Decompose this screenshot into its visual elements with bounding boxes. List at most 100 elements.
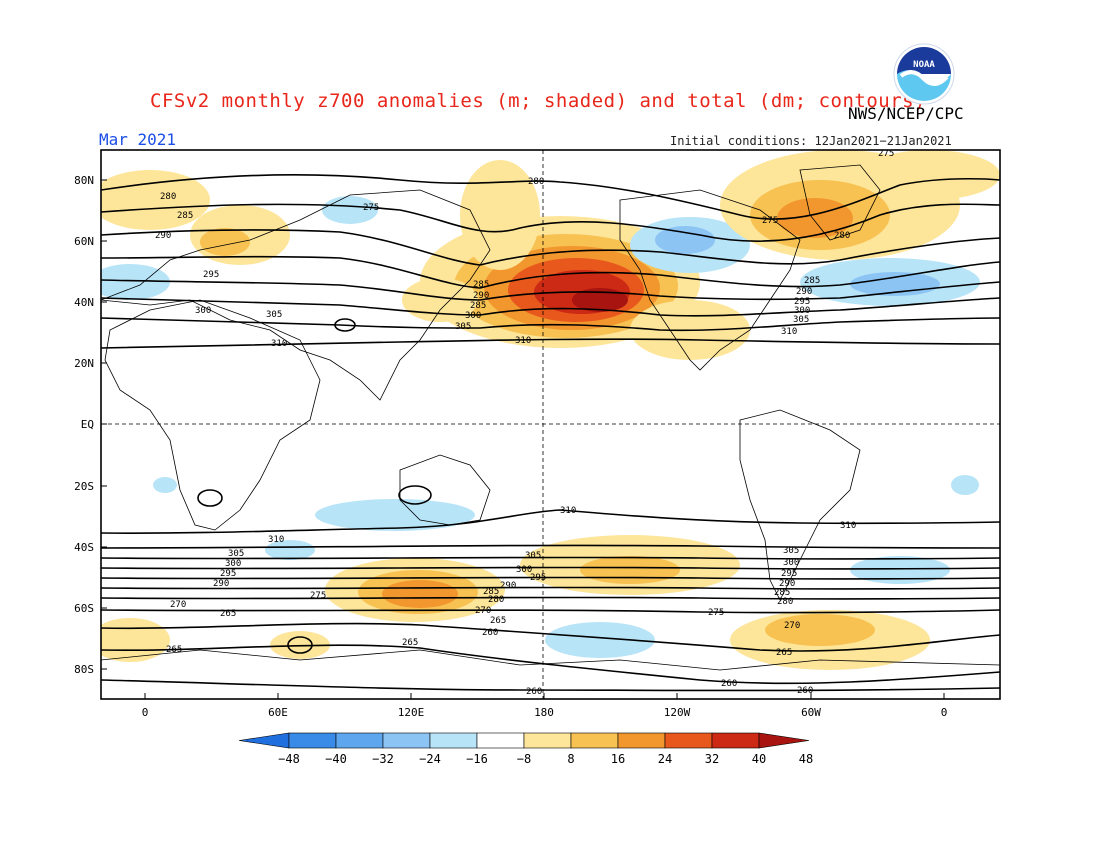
- contour-label-sh: 280: [488, 595, 504, 605]
- agency-label: NWS/NCEP/CPC: [848, 104, 964, 123]
- contour-label-nh: 305: [455, 322, 471, 332]
- color-bar-label: 48: [799, 752, 813, 766]
- contour-label-nh: 295: [794, 297, 810, 307]
- eurasia-coast: [101, 189, 491, 401]
- color-bar-swatch: [382, 732, 431, 749]
- color-bar-swatch: [617, 732, 666, 749]
- contour-label-nh: 305: [793, 315, 809, 325]
- contour-label-sh: 285: [483, 587, 499, 597]
- color-bar-swatch: [523, 732, 572, 749]
- contour-label-sh: 260: [721, 679, 737, 689]
- contour-label-sh: 290: [779, 579, 795, 589]
- contour-label-sh: 300: [225, 559, 241, 569]
- contour-label-sh: 310: [268, 535, 284, 545]
- contour-label-sh: 305: [783, 546, 799, 556]
- color-bar-swatch: [758, 732, 810, 749]
- australia-coast: [399, 454, 491, 526]
- contour-label-nh: 285: [804, 276, 820, 286]
- coastlines: [101, 164, 1000, 671]
- contour-label-sh: 265: [490, 616, 506, 626]
- contour-label-nh: 290: [473, 291, 489, 301]
- color-bar-label: −48: [278, 752, 300, 766]
- north-america-coast: [619, 189, 801, 371]
- contour-label-nh: 305: [266, 310, 282, 320]
- color-bar-label: 40: [752, 752, 766, 766]
- contour-label-sh: 295: [220, 569, 236, 579]
- lat-tick-label: 20S: [74, 480, 94, 493]
- noaa-logo: NOAA: [893, 43, 955, 105]
- contour-label-nh: 310: [515, 336, 531, 346]
- contour-label-nh: 280: [528, 177, 544, 187]
- contour-label-sh: 295: [781, 569, 797, 579]
- antarctica-coast: [101, 649, 1000, 671]
- color-bar-swatch: [570, 732, 619, 749]
- color-bar-label: −40: [325, 752, 347, 766]
- lon-tick-label: 120E: [398, 706, 425, 719]
- contour-label-sh: 265: [776, 648, 792, 658]
- lat-tick-label: 60S: [74, 602, 94, 615]
- color-bar-label: −24: [419, 752, 441, 766]
- contour-label-nh: 300: [195, 306, 211, 316]
- contour-label-sh: 285: [774, 588, 790, 598]
- lon-tick-label: 60E: [268, 706, 288, 719]
- figure-title: CFSv2 monthly z700 anomalies (m; shaded)…: [150, 90, 927, 112]
- africa-coast: [104, 299, 321, 531]
- contour-label-nh: 300: [794, 306, 810, 316]
- contour-label-sh: 260: [797, 686, 813, 696]
- lat-tick-label: 20N: [74, 357, 94, 370]
- color-bar-swatch: [711, 732, 760, 749]
- contour-label-nh: 285: [470, 301, 486, 311]
- color-bar: −48 −40 −32 −24 −16 −8 8 16 24 32 40 48: [238, 732, 813, 766]
- color-bar-swatch: [288, 732, 337, 749]
- height-contours: [101, 174, 1000, 692]
- contour-label-sh: 275: [708, 608, 724, 618]
- color-bar-label: 24: [658, 752, 672, 766]
- contour-label-nh: 290: [796, 287, 812, 297]
- contour-label-nh: 310: [781, 327, 797, 337]
- lat-tick-label: 80S: [74, 663, 94, 676]
- south-america-coast: [739, 409, 861, 601]
- contour-label-sh: 295: [530, 573, 546, 583]
- contour-label-nh: 280: [834, 231, 850, 241]
- contour-label-nh: 275: [363, 203, 379, 213]
- contour-label-sh: 300: [516, 565, 532, 575]
- lat-tick-label: EQ: [81, 418, 94, 431]
- contour-label-sh: 275: [310, 591, 326, 601]
- map-area: 280 285 290 295 300 305 310 275 280 285 …: [101, 150, 1000, 699]
- contour-label-sh: 300: [783, 558, 799, 568]
- contour-label-sh: 260: [526, 687, 542, 697]
- contour-label-sh: 280: [777, 597, 793, 607]
- lon-tick-label: 120W: [664, 706, 691, 719]
- contour-label-nh: 280: [160, 192, 176, 202]
- contour-label-sh: 270: [784, 621, 800, 631]
- color-bar-swatch: [664, 732, 713, 749]
- contour-label-sh: 265: [166, 645, 182, 655]
- lon-tick-label: 60W: [801, 706, 821, 719]
- lon-tick-label: 0: [941, 706, 948, 719]
- contour-label-sh: 310: [560, 506, 576, 516]
- color-bar-label: 8: [567, 752, 574, 766]
- color-bar-swatch: [429, 732, 478, 749]
- axis-ticks: [101, 179, 945, 699]
- color-bar-label: −32: [372, 752, 394, 766]
- lon-tick-label: 0: [142, 706, 149, 719]
- contour-label-nh: 290: [155, 231, 171, 241]
- contour-label-sh: 260: [482, 628, 498, 638]
- contour-label-sh: 290: [213, 579, 229, 589]
- contour-label-sh: 290: [500, 581, 516, 591]
- lat-tick-label: 40N: [74, 296, 94, 309]
- lat-tick-label: 80N: [74, 174, 94, 187]
- forecast-month: Mar 2021: [99, 130, 177, 149]
- contour-label-nh: 285: [473, 280, 489, 290]
- lat-tick-label: 40S: [74, 541, 94, 554]
- contour-label-nh: 275: [762, 216, 778, 226]
- contour-label-sh: 270: [475, 606, 491, 616]
- color-bar-swatch: [238, 732, 290, 749]
- color-bar-swatch: [476, 732, 525, 749]
- anomaly-shading: [101, 150, 1000, 670]
- initial-conditions: Initial conditions: 12Jan2021−21Jan2021: [670, 134, 952, 148]
- lon-tick-label: 180: [534, 706, 554, 719]
- logo-text: NOAA: [913, 60, 935, 70]
- color-bar-label: −16: [466, 752, 488, 766]
